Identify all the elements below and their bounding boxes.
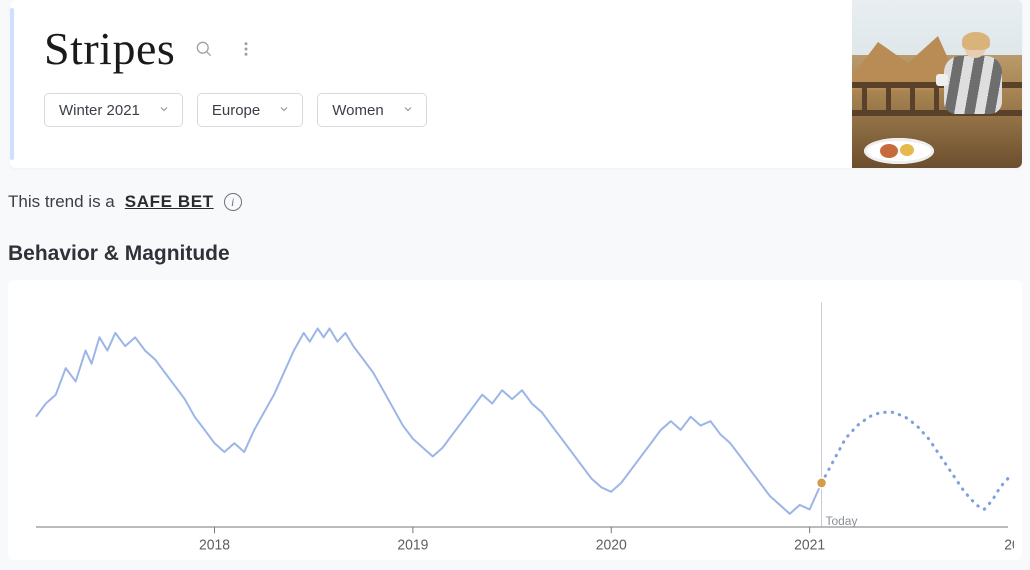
trend-tagline: This trend is a SAFE BET i	[0, 168, 1030, 212]
trend-hero-image	[852, 0, 1022, 168]
svg-text:2019: 2019	[397, 538, 428, 554]
svg-text:2021: 2021	[794, 538, 825, 554]
trend-title: Stripes	[44, 22, 175, 75]
filter-season-label: Winter 2021	[59, 102, 140, 119]
more-menu-icon[interactable]	[233, 36, 259, 62]
filter-row: Winter 2021 Europe Women	[44, 93, 824, 127]
filter-gender[interactable]: Women	[317, 93, 426, 127]
svg-text:Today: Today	[826, 514, 859, 528]
filter-season[interactable]: Winter 2021	[44, 93, 183, 127]
chevron-down-icon	[402, 102, 414, 119]
title-row: Stripes	[44, 22, 824, 75]
header-content: Stripes Winter 2021 Europe	[10, 0, 852, 168]
info-icon[interactable]: i	[224, 193, 242, 211]
svg-text:20: 20	[1004, 538, 1014, 554]
filter-gender-label: Women	[332, 102, 383, 119]
behavior-chart: Today 2018 2019 2020 2021 20	[8, 280, 1022, 560]
svg-text:2020: 2020	[596, 538, 627, 554]
filter-region[interactable]: Europe	[197, 93, 303, 127]
trend-badge[interactable]: SAFE BET	[125, 192, 214, 212]
svg-text:2018: 2018	[199, 538, 230, 554]
chevron-down-icon	[158, 102, 170, 119]
tagline-prefix: This trend is a	[8, 192, 115, 212]
chart-svg: Today 2018 2019 2020 2021 20	[16, 292, 1014, 560]
section-heading: Behavior & Magnitude	[0, 212, 1030, 266]
filter-region-label: Europe	[212, 102, 260, 119]
trend-header-card: Stripes Winter 2021 Europe	[10, 0, 1022, 168]
search-icon[interactable]	[191, 36, 217, 62]
chevron-down-icon	[278, 102, 290, 119]
